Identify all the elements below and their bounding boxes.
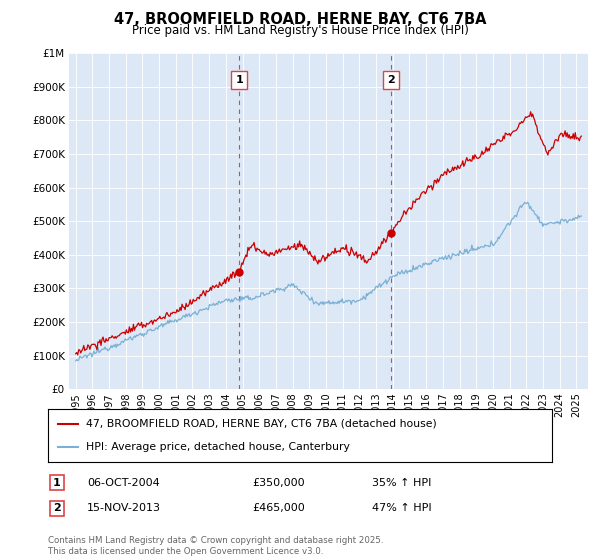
Text: 47, BROOMFIELD ROAD, HERNE BAY, CT6 7BA: 47, BROOMFIELD ROAD, HERNE BAY, CT6 7BA xyxy=(114,12,486,27)
Text: 47, BROOMFIELD ROAD, HERNE BAY, CT6 7BA (detached house): 47, BROOMFIELD ROAD, HERNE BAY, CT6 7BA … xyxy=(86,419,437,429)
Text: Contains HM Land Registry data © Crown copyright and database right 2025.
This d: Contains HM Land Registry data © Crown c… xyxy=(48,536,383,556)
Text: HPI: Average price, detached house, Canterbury: HPI: Average price, detached house, Cant… xyxy=(86,442,350,452)
Text: 35% ↑ HPI: 35% ↑ HPI xyxy=(372,478,431,488)
Text: 2: 2 xyxy=(53,503,61,514)
Text: 15-NOV-2013: 15-NOV-2013 xyxy=(87,503,161,514)
Text: £350,000: £350,000 xyxy=(252,478,305,488)
Text: 2: 2 xyxy=(387,75,395,85)
Text: 47% ↑ HPI: 47% ↑ HPI xyxy=(372,503,431,514)
Text: £465,000: £465,000 xyxy=(252,503,305,514)
Text: 1: 1 xyxy=(235,75,243,85)
Text: Price paid vs. HM Land Registry's House Price Index (HPI): Price paid vs. HM Land Registry's House … xyxy=(131,24,469,36)
Text: 06-OCT-2004: 06-OCT-2004 xyxy=(87,478,160,488)
Text: 1: 1 xyxy=(53,478,61,488)
